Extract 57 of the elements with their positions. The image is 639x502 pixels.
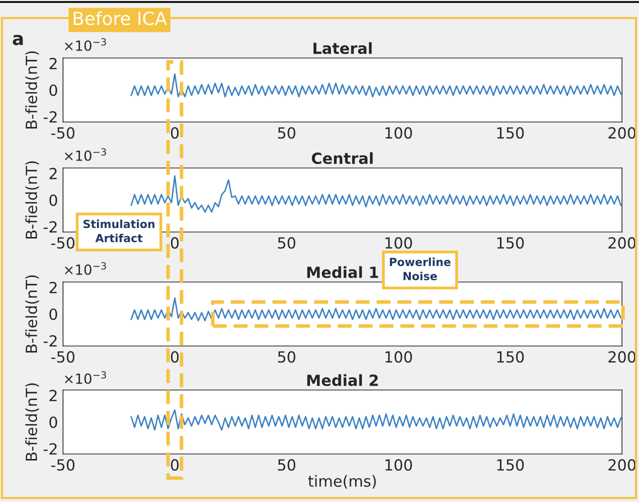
text: ×10$^{−3}$ [64,262,106,275]
x-tick-label: 0 [170,237,179,249]
x-tick-label: 200 [608,127,636,139]
y-tick-label: 0 [49,308,58,320]
chart-title: Medial 1 [307,266,378,278]
y-tick-label: -2 [44,221,57,232]
y-tick-label: 2 [50,168,57,180]
line-series [130,409,622,431]
y-tick-label: 2 [50,390,57,402]
text: a [12,34,23,46]
y-axis-title: B-field(nT) [25,275,39,352]
y-tick-label: -2 [44,335,57,346]
y-tick-label: 0 [49,416,58,428]
y-tick-label: -2 [44,443,57,454]
x-tick-label: 0 [170,459,179,471]
x-tick-label: 50 [278,459,296,471]
y-axis-title: B-field(nT) [25,383,39,460]
text: ×10$^{−3}$ [64,38,106,51]
x-tick-label: 150 [497,351,524,363]
text: ×10$^{−3}$ [64,371,106,384]
x-tick-label: -50 [51,459,74,471]
x-tick-label: 100 [385,459,412,471]
text: Before ICA [74,11,167,26]
x-tick-label: 150 [497,237,524,249]
chart-title: Lateral [314,42,372,54]
x-tick-label: 50 [278,237,296,249]
x-tick-label: 200 [608,351,636,363]
y-tick-label: 2 [50,282,57,294]
y-tick-label: -2 [44,111,57,122]
y-tick-label: 0 [49,84,58,96]
annotation: Stimulation Artifact [84,220,154,242]
x-tick-label: 200 [608,459,636,471]
x-tick-label: 100 [385,237,412,249]
x-tick-label: 0 [170,351,179,363]
x-tick-label: 0 [170,127,179,139]
text: ×10$^{−3}$ [64,148,106,161]
x-tick-label: 150 [497,127,524,139]
x-tick-label: 50 [278,351,296,363]
y-axis-title: B-field(nT) [25,51,39,128]
x-tick-label: 200 [608,237,636,249]
x-tick-label: 100 [385,127,412,139]
text: Powerline Noise [390,258,451,280]
x-tick-label: -50 [51,351,74,363]
x-tick-label: 50 [278,127,296,139]
x-tick-label: 100 [385,351,412,363]
y-axis-title: B-field(nT) [25,161,39,238]
chart-title: Central [312,152,373,164]
line-series [130,175,622,213]
y-tick-label: 2 [50,58,57,70]
line-series [130,73,622,98]
x-tick-label: -50 [51,237,74,249]
x-tick-label: 150 [497,459,524,471]
x-tick-label: -50 [51,127,74,139]
chart-title: Medial 2 [307,374,378,386]
x-axis-title: time(ms) [308,475,376,489]
y-tick-label: 0 [49,194,58,206]
line-series [130,297,622,322]
